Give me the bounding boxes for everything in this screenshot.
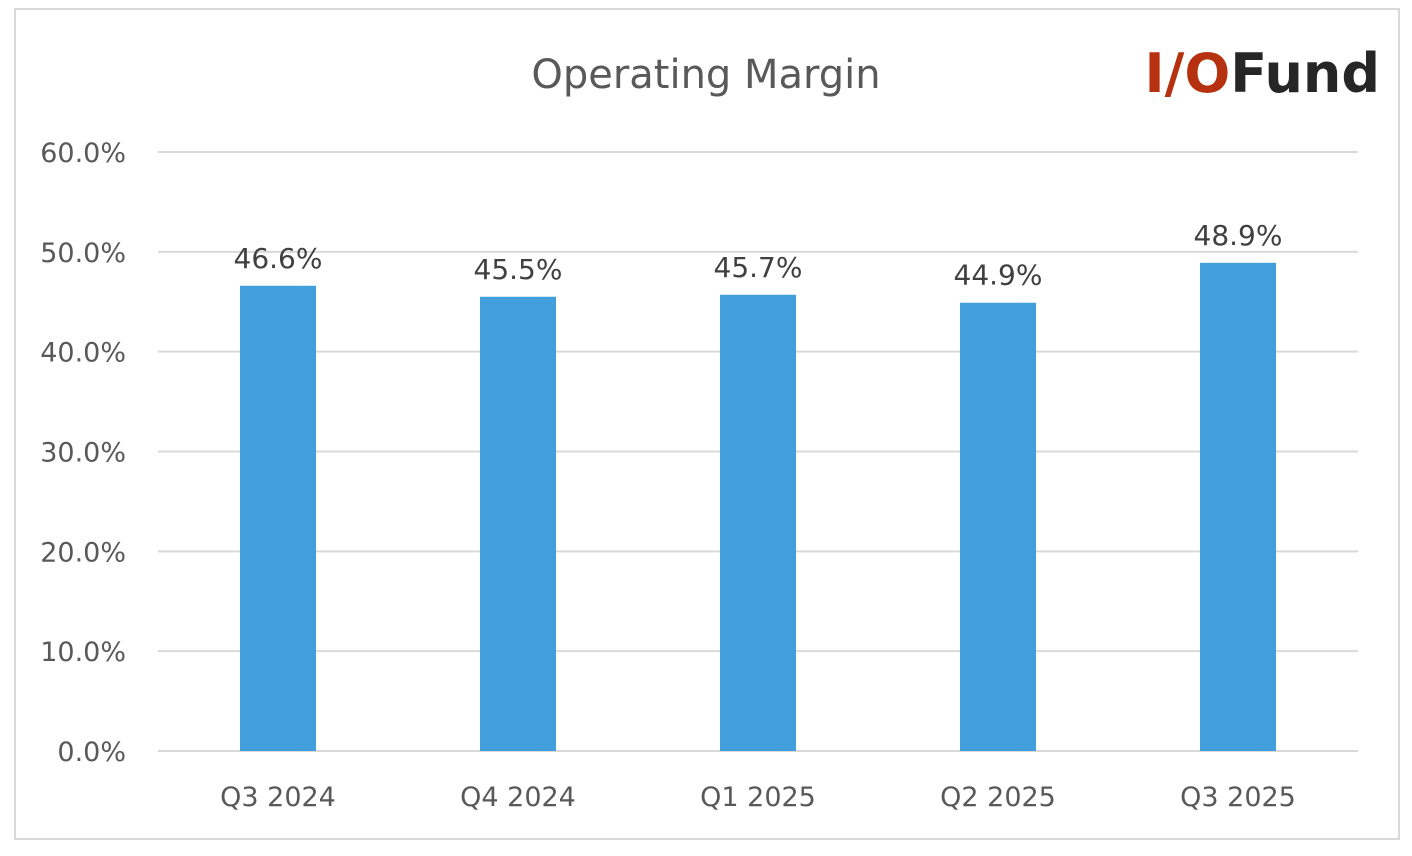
y-tick-label: 60.0% [40,138,126,169]
y-axis-ticks: 0.0% 10.0% 20.0% 30.0% 40.0% 50.0% 60.0% [40,138,126,768]
x-tick-label: Q1 2025 [700,782,816,813]
data-labels: 46.6% 45.5% 45.7% 44.9% 48.9% [234,219,1283,292]
x-tick-label: Q2 2025 [940,782,1056,813]
y-tick-label: 20.0% [40,537,126,568]
y-tick-label: 40.0% [40,338,126,369]
bar [960,302,1036,751]
chart-title: Operating Margin [531,52,880,98]
x-axis-ticks: Q3 2024 Q4 2024 Q1 2025 Q2 2025 Q3 2025 [220,782,1296,813]
bar [480,296,556,751]
data-label: 46.6% [234,242,323,275]
x-tick-label: Q3 2025 [1180,782,1296,813]
y-tick-label: 50.0% [40,238,126,269]
bars [240,262,1276,751]
bar [240,285,316,751]
io-fund-logo: I/OFund [1145,42,1380,105]
x-tick-label: Q4 2024 [460,782,576,813]
bar [720,294,796,751]
data-label: 44.9% [954,259,1043,292]
y-tick-label: 10.0% [40,637,126,668]
bar [1200,262,1276,751]
y-tick-label: 30.0% [40,438,126,469]
logo-io: I/O [1145,42,1231,105]
x-tick-label: Q3 2024 [220,782,336,813]
data-label: 48.9% [1194,219,1283,252]
y-tick-label: 0.0% [57,737,126,768]
data-label: 45.7% [714,251,803,284]
data-label: 45.5% [474,253,563,286]
logo-fund: Fund [1230,42,1380,105]
